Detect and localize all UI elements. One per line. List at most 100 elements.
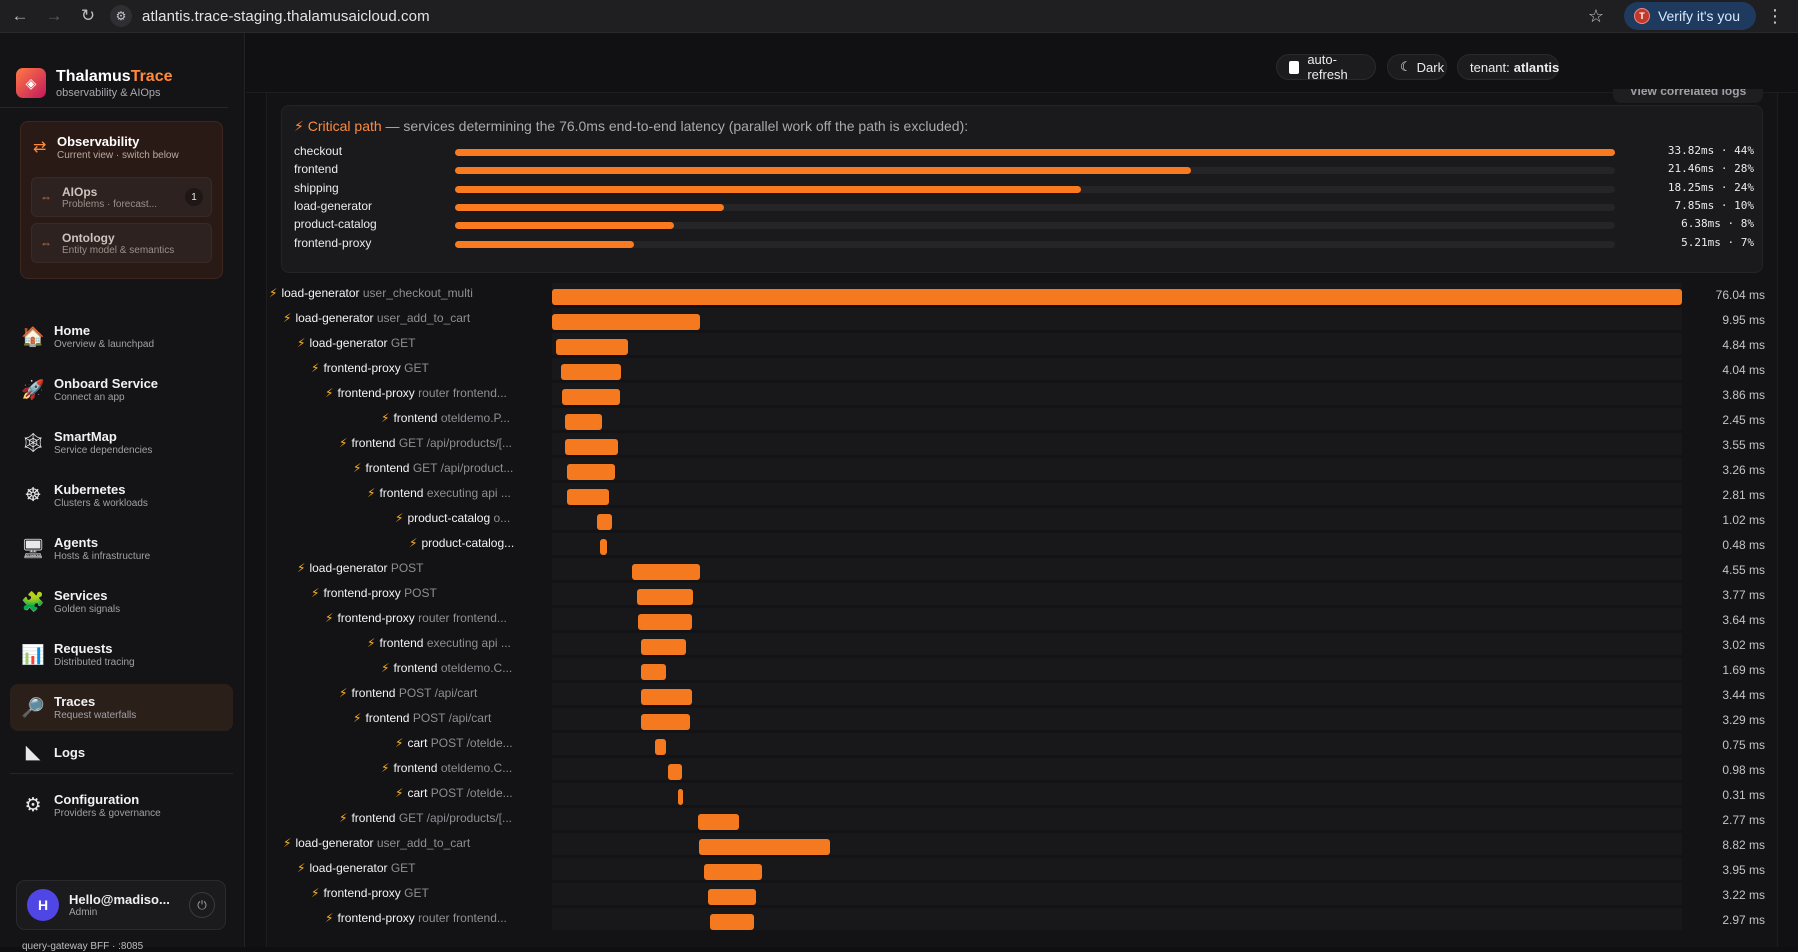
browser-menu-icon[interactable]: ⋮ bbox=[1766, 5, 1784, 26]
span-bar[interactable] bbox=[697, 814, 739, 830]
sidebar-item-services[interactable]: 🧩 Services Golden signals bbox=[10, 578, 233, 625]
table-row[interactable]: ⚡ frontend oteldemo.C... 0.98 ms bbox=[267, 757, 1779, 782]
span-label[interactable]: ⚡ frontend-proxy router frontend... bbox=[325, 386, 539, 400]
span-bar[interactable] bbox=[636, 589, 693, 605]
span-bar[interactable] bbox=[638, 614, 693, 630]
span-label[interactable]: ⚡ frontend-proxy POST bbox=[311, 586, 539, 600]
sidebar-item-smartmap[interactable]: 🕸 SmartMap Service dependencies bbox=[10, 419, 233, 466]
span-label[interactable]: ⚡ frontend-proxy router frontend... bbox=[325, 611, 539, 625]
sidebar-item-home[interactable]: 🏠 Home Overview & launchpad bbox=[10, 313, 233, 360]
span-label[interactable]: ⚡ frontend GET /api/products/[... bbox=[339, 436, 539, 450]
bookmark-star-icon[interactable]: ☆ bbox=[1587, 5, 1604, 26]
switcher-current[interactable]: ⇄ Observability Current view · switch be… bbox=[31, 132, 212, 171]
span-label[interactable]: ⚡ frontend executing api ... bbox=[367, 486, 539, 500]
table-row[interactable]: ⚡ frontend oteldemo.C... 1.69 ms bbox=[267, 657, 1779, 682]
span-bar[interactable] bbox=[562, 389, 620, 405]
span-label[interactable]: ⚡ load-generator user_add_to_cart bbox=[283, 311, 539, 325]
span-label[interactable]: ⚡ frontend GET /api/product... bbox=[353, 461, 539, 475]
table-row[interactable]: ⚡ load-generator POST 4.55 ms bbox=[267, 557, 1779, 582]
table-row[interactable]: ⚡ load-generator GET 4.84 ms bbox=[267, 332, 1779, 357]
span-label[interactable]: ⚡ frontend-proxy GET bbox=[311, 361, 539, 375]
table-row[interactable]: ⚡ frontend-proxy GET 3.22 ms bbox=[267, 882, 1779, 907]
span-label[interactable]: ⚡ frontend POST /api/cart bbox=[339, 686, 539, 700]
span-bar[interactable] bbox=[667, 764, 683, 780]
theme-toggle-button[interactable]: ☾ Dark bbox=[1387, 54, 1447, 80]
span-bar[interactable] bbox=[556, 339, 629, 355]
sidebar-item-traces[interactable]: 🔎 Traces Request waterfalls bbox=[10, 684, 233, 731]
span-bar[interactable] bbox=[565, 414, 602, 430]
span-bar[interactable] bbox=[678, 789, 684, 805]
table-row[interactable]: ⚡ frontend-proxy router frontend... 2.97 m… bbox=[267, 907, 1779, 932]
switcher-item-aiops[interactable]: ⇔ AIOps Problems · forecast... 1 bbox=[31, 177, 212, 217]
table-row[interactable]: ⚡ cart POST /otelde... 0.75 ms bbox=[267, 732, 1779, 757]
table-row[interactable]: ⚡ frontend GET /api/products/[... 2.77 ms bbox=[267, 807, 1779, 832]
table-row[interactable]: ⚡ frontend executing api ... 3.02 ms bbox=[267, 632, 1779, 657]
table-row[interactable]: ⚡ frontend-proxy router frontend... 3.86 m… bbox=[267, 382, 1779, 407]
table-row[interactable]: ⚡ frontend-proxy GET 4.04 ms bbox=[267, 357, 1779, 382]
sidebar-item-configuration[interactable]: ⚙ Configuration Providers & governance bbox=[10, 782, 233, 829]
back-arrow-icon[interactable]: ← bbox=[11, 6, 29, 25]
table-row[interactable]: ⚡ product-catalog... 0.48 ms bbox=[267, 532, 1779, 557]
table-row[interactable]: ⚡ frontend oteldemo.P... 2.45 ms bbox=[267, 407, 1779, 432]
table-row[interactable]: ⚡ cart POST /otelde... 0.31 ms bbox=[267, 782, 1779, 807]
table-row[interactable]: ⚡ frontend-proxy POST 3.77 ms bbox=[267, 582, 1779, 607]
span-bar[interactable] bbox=[641, 689, 693, 705]
span-bar[interactable] bbox=[566, 464, 616, 480]
span-bar[interactable] bbox=[632, 564, 700, 580]
span-label[interactable]: ⚡ load-generator user_checkout_multi bbox=[269, 286, 539, 300]
view-correlated-logs-button[interactable]: View correlated logs bbox=[1613, 89, 1763, 103]
url-text[interactable]: atlantis.trace-staging.thalamusaicloud.c… bbox=[142, 7, 430, 25]
sidebar-item-onboard-service[interactable]: 🚀 Onboard Service Connect an app bbox=[10, 366, 233, 413]
span-label[interactable]: ⚡ frontend GET /api/products/[... bbox=[339, 811, 539, 825]
table-row[interactable]: ⚡ frontend executing api ... 2.81 ms bbox=[267, 482, 1779, 507]
table-row[interactable]: ⚡ frontend POST /api/cart 3.29 ms bbox=[267, 707, 1779, 732]
span-bar[interactable] bbox=[552, 289, 1682, 305]
span-label[interactable]: ⚡ frontend oteldemo.C... bbox=[381, 661, 539, 675]
address-bar[interactable]: ⚙ atlantis.trace-staging.thalamusaicloud… bbox=[110, 5, 1588, 27]
span-label[interactable]: ⚡ frontend-proxy GET bbox=[311, 886, 539, 900]
table-row[interactable]: ⚡ frontend GET /api/products/[... 3.55 ms bbox=[267, 432, 1779, 457]
table-row[interactable]: ⚡ load-generator user_add_to_cart 8.82 ms bbox=[267, 832, 1779, 857]
span-bar[interactable] bbox=[641, 714, 691, 730]
span-bar[interactable] bbox=[641, 639, 687, 655]
auto-refresh-toggle[interactable]: auto-refresh bbox=[1276, 52, 1376, 82]
span-bar[interactable] bbox=[654, 739, 666, 755]
forward-arrow-icon[interactable]: → bbox=[45, 6, 63, 25]
span-label[interactable]: ⚡ load-generator GET bbox=[297, 861, 539, 875]
logout-power-icon[interactable]: ⏻ bbox=[189, 892, 215, 918]
sidebar-item-requests[interactable]: 📊 Requests Distributed tracing bbox=[10, 631, 233, 678]
span-bar[interactable] bbox=[708, 889, 756, 905]
user-card[interactable]: H Hello@madiso... Admin ⏻ bbox=[16, 880, 226, 930]
tenant-selector[interactable]: tenant: atlantis bbox=[1457, 54, 1559, 80]
span-bar[interactable] bbox=[566, 489, 609, 505]
span-bar[interactable] bbox=[565, 439, 619, 455]
span-label[interactable]: ⚡ cart POST /otelde... bbox=[395, 736, 539, 750]
span-bar[interactable] bbox=[641, 664, 667, 680]
span-bar[interactable] bbox=[703, 864, 763, 880]
table-row[interactable]: ⚡ load-generator GET 3.95 ms bbox=[267, 857, 1779, 882]
table-row[interactable]: ⚡ frontend POST /api/cart 3.44 ms bbox=[267, 682, 1779, 707]
span-bar[interactable] bbox=[699, 839, 831, 855]
auto-refresh-checkbox[interactable] bbox=[1289, 60, 1300, 74]
brand[interactable]: ◈ ThalamusTrace observability & AIOps bbox=[0, 33, 228, 108]
span-bar[interactable] bbox=[596, 514, 612, 530]
span-bar[interactable] bbox=[552, 314, 700, 330]
verify-identity-button[interactable]: T Verify it's you bbox=[1623, 2, 1756, 30]
table-row[interactable]: ⚡ load-generator user_add_to_cart 9.95 ms bbox=[267, 307, 1779, 332]
span-label[interactable]: ⚡ frontend oteldemo.P... bbox=[381, 411, 539, 425]
site-settings-icon[interactable]: ⚙ bbox=[110, 5, 132, 27]
span-label[interactable]: ⚡ frontend POST /api/cart bbox=[353, 711, 539, 725]
span-label[interactable]: ⚡ cart POST /otelde... bbox=[395, 786, 539, 800]
span-label[interactable]: ⚡ load-generator GET bbox=[297, 336, 539, 350]
span-bar[interactable] bbox=[560, 364, 621, 380]
switcher-item-ontology[interactable]: ⇔ Ontology Entity model & semantics bbox=[31, 223, 212, 263]
span-label[interactable]: ⚡ load-generator user_add_to_cart bbox=[283, 836, 539, 850]
span-label[interactable]: ⚡ frontend oteldemo.C... bbox=[381, 761, 539, 775]
span-bar[interactable] bbox=[709, 914, 754, 930]
span-label[interactable]: ⚡ product-catalog o... bbox=[395, 511, 539, 525]
sidebar-item-kubernetes[interactable]: ☸ Kubernetes Clusters & workloads bbox=[10, 472, 233, 519]
table-row[interactable]: ⚡ frontend GET /api/product... 3.26 ms bbox=[267, 457, 1779, 482]
span-label[interactable]: ⚡ frontend-proxy router frontend... bbox=[325, 911, 539, 925]
span-label[interactable]: ⚡ frontend executing api ... bbox=[367, 636, 539, 650]
sidebar-item-agents[interactable]: 🖥 Agents Hosts & infrastructure bbox=[10, 525, 233, 572]
